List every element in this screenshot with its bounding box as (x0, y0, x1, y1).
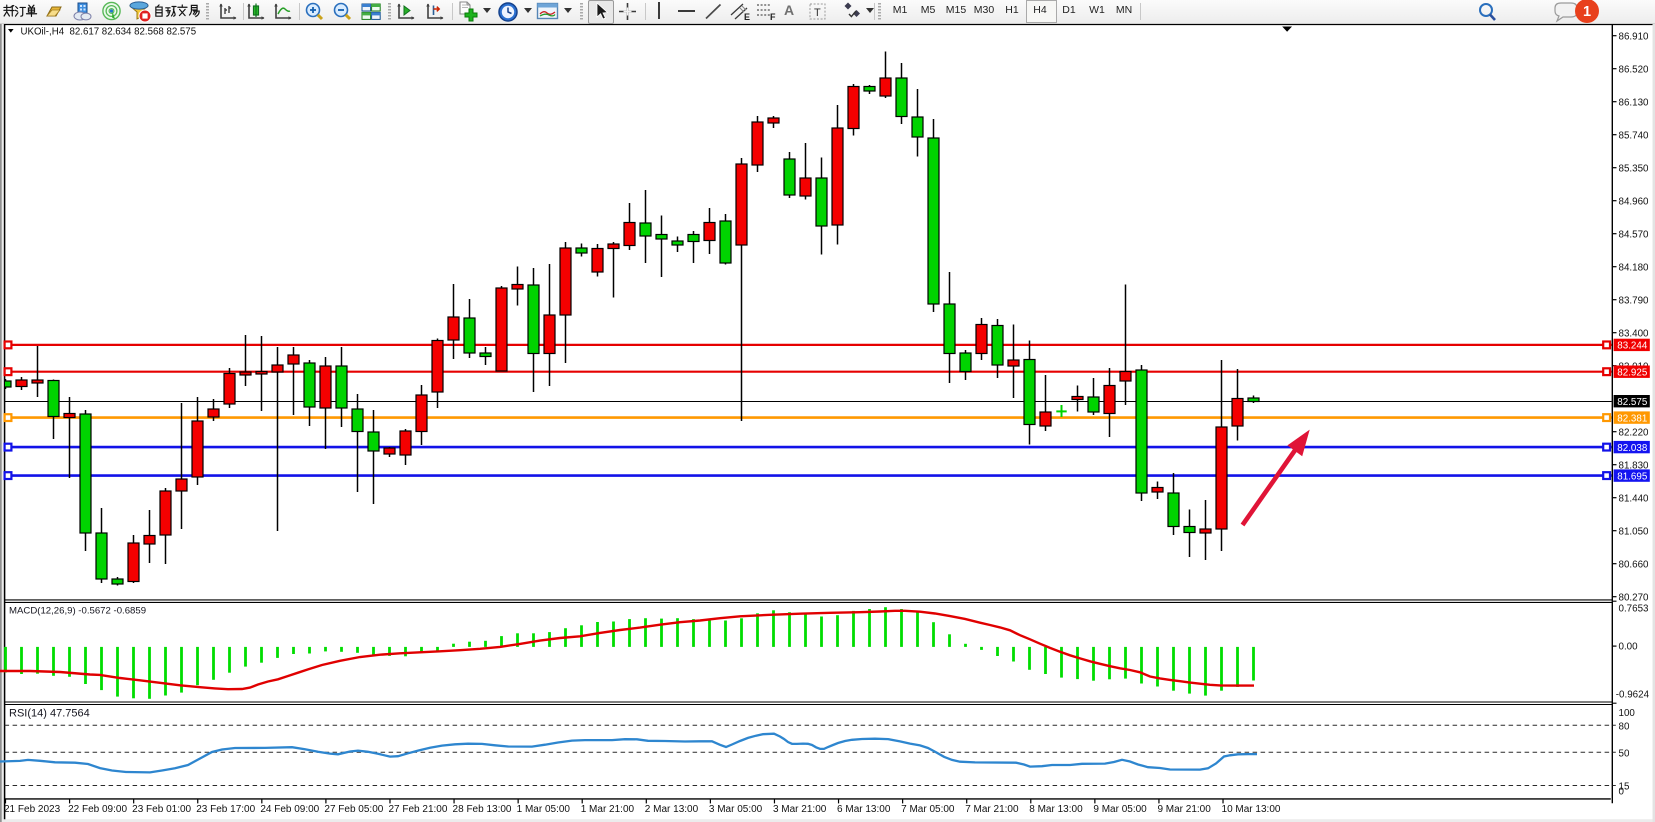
svg-text:0.7653: 0.7653 (1619, 604, 1650, 615)
svg-text:82.220: 82.220 (1619, 427, 1650, 438)
svg-text:81.695: 81.695 (1617, 471, 1648, 482)
svg-text:85.740: 85.740 (1619, 130, 1650, 141)
svg-text:9 Mar 21:00: 9 Mar 21:00 (1157, 804, 1211, 815)
svg-text:24 Feb 09:00: 24 Feb 09:00 (260, 804, 319, 815)
svg-text:81.050: 81.050 (1619, 526, 1650, 537)
svg-text:80: 80 (1619, 721, 1630, 732)
svg-text:6 Mar 13:00: 6 Mar 13:00 (837, 804, 891, 815)
svg-text:83.244: 83.244 (1617, 341, 1648, 352)
svg-text:82.925: 82.925 (1617, 367, 1648, 378)
svg-text:28 Feb 13:00: 28 Feb 13:00 (453, 804, 512, 815)
svg-text:84.570: 84.570 (1619, 229, 1650, 240)
svg-text:50: 50 (1619, 748, 1630, 759)
svg-text:3 Mar 21:00: 3 Mar 21:00 (773, 804, 827, 815)
svg-text:85.350: 85.350 (1619, 163, 1650, 174)
svg-text:3 Mar 05:00: 3 Mar 05:00 (709, 804, 763, 815)
svg-text:T: T (814, 7, 821, 19)
svg-text:MACD(12,26,9) -0.5672 -0.6859: MACD(12,26,9) -0.5672 -0.6859 (9, 606, 146, 617)
svg-text:81.830: 81.830 (1619, 460, 1650, 471)
svg-text:15: 15 (1619, 781, 1630, 792)
svg-text:21 Feb 2023: 21 Feb 2023 (4, 804, 61, 815)
svg-text:7 Mar 05:00: 7 Mar 05:00 (901, 804, 955, 815)
svg-text:100: 100 (1619, 708, 1636, 719)
svg-text:-0.9624: -0.9624 (1616, 689, 1650, 700)
svg-text:82.575: 82.575 (1617, 397, 1648, 408)
svg-text:80.660: 80.660 (1619, 559, 1650, 570)
svg-text:1 Mar 05:00: 1 Mar 05:00 (517, 804, 571, 815)
svg-text:UKOil-,H4 82.617 82.634 82.56: UKOil-,H4 82.617 82.634 82.568 82.575 (21, 26, 197, 37)
svg-text:F: F (770, 12, 776, 21)
svg-text:7 Mar 21:00: 7 Mar 21:00 (965, 804, 1019, 815)
svg-text:81.440: 81.440 (1619, 493, 1650, 504)
svg-text:84.960: 84.960 (1619, 196, 1650, 207)
svg-text:86.910: 86.910 (1619, 31, 1650, 42)
svg-text:80.270: 80.270 (1619, 592, 1650, 603)
svg-text:83.400: 83.400 (1619, 328, 1650, 339)
svg-text:10 Mar 13:00: 10 Mar 13:00 (1222, 804, 1281, 815)
svg-text:E: E (744, 12, 750, 21)
svg-text:27 Feb 05:00: 27 Feb 05:00 (324, 804, 383, 815)
svg-text:RSI(14) 47.7564: RSI(14) 47.7564 (9, 708, 90, 720)
svg-text:8 Mar 13:00: 8 Mar 13:00 (1029, 804, 1083, 815)
svg-text:27 Feb 21:00: 27 Feb 21:00 (388, 804, 447, 815)
svg-text:1: 1 (1583, 4, 1591, 20)
svg-text:1 Mar 21:00: 1 Mar 21:00 (581, 804, 635, 815)
svg-text:23 Feb 01:00: 23 Feb 01:00 (132, 804, 191, 815)
svg-text:86.520: 86.520 (1619, 64, 1650, 75)
svg-text:86.130: 86.130 (1619, 97, 1650, 108)
svg-text:9 Mar 05:00: 9 Mar 05:00 (1093, 804, 1147, 815)
svg-text:0: 0 (1619, 786, 1625, 797)
svg-text:2 Mar 13:00: 2 Mar 13:00 (645, 804, 699, 815)
svg-text:23 Feb 17:00: 23 Feb 17:00 (196, 804, 255, 815)
svg-text:82.381: 82.381 (1617, 413, 1647, 424)
svg-text:83.790: 83.790 (1619, 295, 1650, 306)
svg-text:0.00: 0.00 (1619, 642, 1639, 653)
svg-text:22 Feb 09:00: 22 Feb 09:00 (68, 804, 127, 815)
svg-text:82.038: 82.038 (1617, 443, 1648, 454)
svg-text:84.180: 84.180 (1619, 262, 1650, 273)
